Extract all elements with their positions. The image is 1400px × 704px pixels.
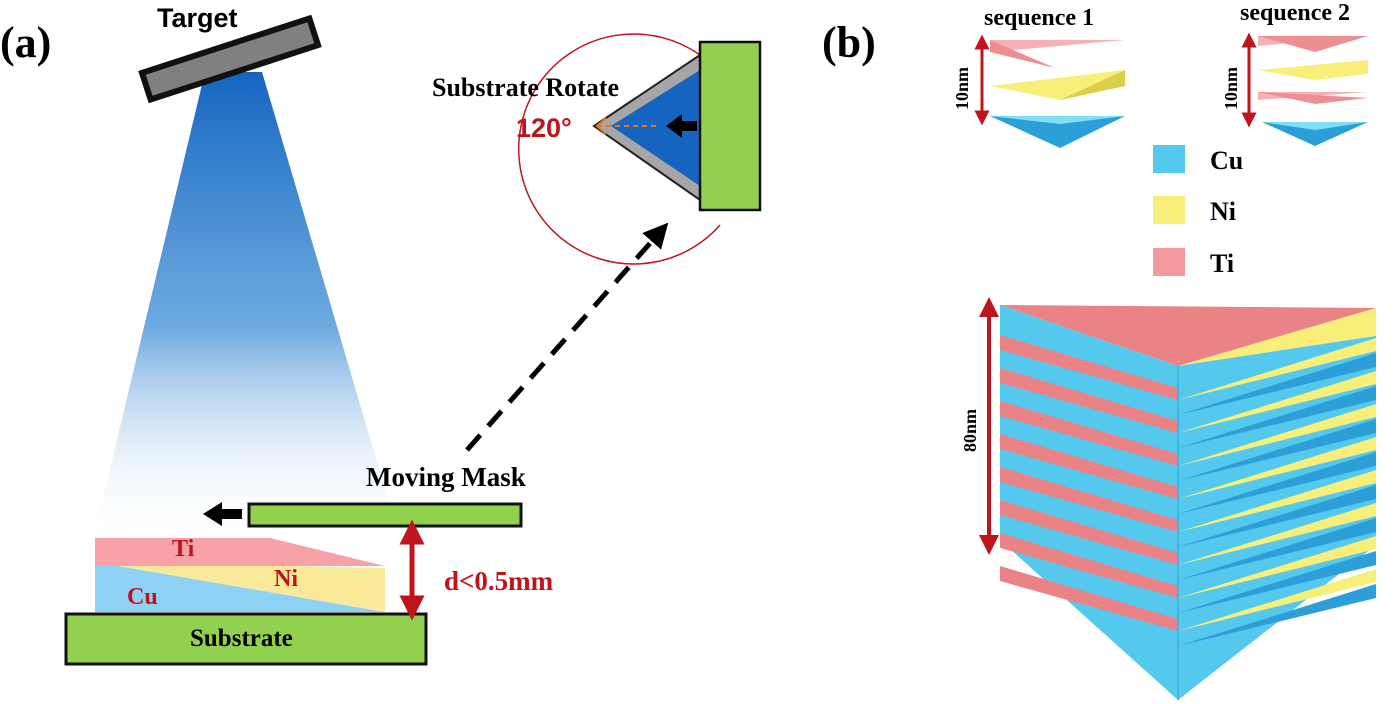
seq2-cu-wedge bbox=[1262, 122, 1368, 146]
prism-ti-wedge bbox=[1000, 566, 1178, 631]
film-layers bbox=[95, 538, 385, 612]
seq2-cu-wedge-top bbox=[1262, 122, 1368, 130]
sequence2-label: sequence 2 bbox=[1240, 0, 1350, 26]
prism-cu-shade bbox=[1178, 551, 1376, 613]
panel-b-label: (b) bbox=[822, 18, 876, 67]
rotating-holder-face bbox=[611, 70, 700, 186]
prism-cu-shade bbox=[1178, 452, 1376, 514]
panel-a: (a) Target Ti Ni Cu Substrate Moving Mas… bbox=[0, 3, 762, 666]
legend-swatch-cu bbox=[1153, 145, 1185, 173]
prism-cu-shade bbox=[1178, 485, 1376, 547]
seq2-thickness-label: 10nm bbox=[1221, 67, 1241, 110]
legend-swatch-ti bbox=[1153, 248, 1185, 276]
target bbox=[138, 14, 322, 104]
prism-ti-wedge bbox=[1000, 335, 1178, 400]
seq2-ti-wedge-1-side bbox=[1258, 36, 1368, 52]
legend-label-ti: Ti bbox=[1210, 249, 1234, 278]
prism-ti-wedge bbox=[1000, 533, 1178, 598]
prism-ni-wedge bbox=[1178, 404, 1376, 466]
legend-swatch-ni bbox=[1153, 196, 1185, 224]
seq1-cu-wedge-top bbox=[990, 116, 1125, 124]
prism-stripes bbox=[1000, 335, 1376, 646]
ni-label: Ni bbox=[274, 566, 298, 592]
seq2-ni-wedge-1 bbox=[1258, 60, 1368, 80]
legend-label-cu: Cu bbox=[1210, 146, 1243, 175]
prism-cu-shade bbox=[1178, 353, 1376, 415]
prism-cu-shade bbox=[1178, 419, 1376, 481]
prism-ti-wedge bbox=[1000, 434, 1178, 499]
ti-label: Ti bbox=[172, 536, 195, 562]
prism-top-face bbox=[1000, 305, 1376, 366]
prism-ni-wedge bbox=[1178, 437, 1376, 499]
deposition-beam bbox=[93, 72, 400, 540]
prism-cu-shade bbox=[1178, 584, 1376, 646]
substrate bbox=[64, 612, 428, 666]
seq2-ti-wedge-2-side bbox=[1258, 92, 1368, 104]
mask-direction-arrow bbox=[203, 502, 242, 526]
legend-label-ni: Ni bbox=[1210, 197, 1236, 226]
panel-a-label: (a) bbox=[0, 18, 51, 67]
prism-cu-shade bbox=[1178, 518, 1376, 580]
panel-b: (b) sequence 1 10nm sequence 2 10nm bbox=[822, 0, 1376, 700]
prism-ni-wedge bbox=[1178, 470, 1376, 532]
prism-cu-shade bbox=[1178, 386, 1376, 448]
prism-ti-wedge bbox=[1000, 500, 1178, 565]
moving-mask bbox=[247, 502, 523, 528]
prism-ni-wedge bbox=[1178, 371, 1376, 433]
seq1-cu-wedge bbox=[990, 116, 1125, 148]
seq1-ti-wedge-side bbox=[990, 40, 1055, 68]
seq1-ni-wedge-side bbox=[1060, 70, 1125, 100]
prism-ti-wedge bbox=[1000, 401, 1178, 466]
rotation-circle bbox=[518, 33, 721, 265]
rotate-direction-arrow bbox=[666, 114, 697, 138]
prism-top-face-ni bbox=[1178, 308, 1376, 366]
angle-mark bbox=[595, 117, 607, 135]
ti-layer bbox=[95, 538, 385, 566]
rotation-inset bbox=[518, 33, 762, 265]
prism-ti-wedge bbox=[1000, 368, 1178, 433]
seq1-thickness-label: 10nm bbox=[952, 67, 972, 110]
rotate-label: Substrate Rotate bbox=[432, 73, 619, 102]
cu-label: Cu bbox=[127, 584, 158, 610]
sequence1-label: sequence 1 bbox=[984, 5, 1094, 31]
sequence2-stack bbox=[1258, 36, 1368, 146]
ni-layer bbox=[95, 562, 385, 612]
angle-label: 120° bbox=[516, 113, 572, 143]
substrate-label: Substrate bbox=[190, 625, 293, 652]
target-label: Target bbox=[157, 3, 238, 33]
prism-ni-wedge bbox=[1178, 536, 1376, 598]
rotating-substrate bbox=[698, 40, 762, 212]
prism-ni-wedge bbox=[1178, 338, 1376, 400]
moving-mask-label: Moving Mask bbox=[366, 462, 526, 492]
prism-ni-wedge bbox=[1178, 503, 1376, 565]
gap-label: d<0.5mm bbox=[444, 566, 554, 596]
seq1-ti-wedge bbox=[990, 40, 1125, 52]
prism-ni-wedge bbox=[1178, 569, 1376, 631]
prism-ti-wedge bbox=[1000, 467, 1178, 532]
multilayer-prism bbox=[1000, 305, 1376, 700]
stack-thickness-label: 80nm bbox=[960, 409, 980, 452]
sequence1-stack bbox=[990, 40, 1125, 148]
legend: Cu Ni Ti bbox=[1153, 145, 1243, 278]
zoom-connector-arrow bbox=[465, 222, 669, 452]
